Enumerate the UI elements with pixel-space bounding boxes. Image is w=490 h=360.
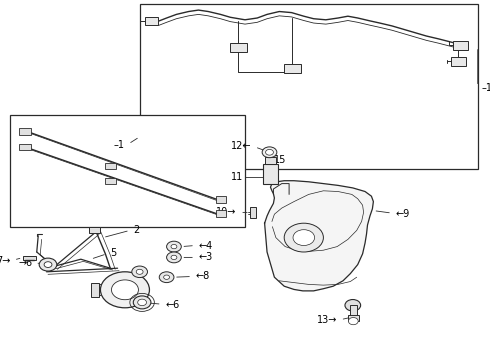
Bar <box>216 196 226 203</box>
Text: 13→: 13→ <box>317 315 337 325</box>
Polygon shape <box>265 181 373 291</box>
Circle shape <box>167 252 181 263</box>
Circle shape <box>293 230 315 246</box>
Bar <box>284 64 301 73</box>
Bar <box>451 57 465 66</box>
Circle shape <box>171 244 177 249</box>
Circle shape <box>136 269 143 274</box>
Bar <box>19 128 31 135</box>
Text: ←6: ←6 <box>165 300 179 310</box>
Circle shape <box>284 223 323 252</box>
Circle shape <box>39 258 57 271</box>
Text: 5: 5 <box>110 248 117 258</box>
Circle shape <box>262 147 277 158</box>
Bar <box>140 4 478 169</box>
Bar <box>23 256 36 260</box>
Circle shape <box>164 275 170 279</box>
Circle shape <box>345 300 361 311</box>
Circle shape <box>138 299 147 306</box>
Text: 7→: 7→ <box>0 256 11 266</box>
Circle shape <box>159 272 174 283</box>
Bar <box>19 144 31 150</box>
Bar <box>230 43 247 52</box>
Bar <box>263 164 278 184</box>
Bar <box>10 115 245 227</box>
Text: –1: –1 <box>114 140 125 150</box>
Bar <box>348 315 359 321</box>
Circle shape <box>100 272 149 308</box>
Bar <box>350 305 357 317</box>
Text: ←9: ←9 <box>395 209 410 219</box>
Bar <box>105 178 116 184</box>
Text: 2: 2 <box>133 225 140 235</box>
Text: ←4: ←4 <box>198 240 213 251</box>
Bar <box>105 163 116 169</box>
Bar <box>265 157 276 164</box>
Text: →: → <box>19 258 27 268</box>
Bar <box>250 207 256 218</box>
Circle shape <box>132 266 147 278</box>
Bar <box>216 210 226 217</box>
Text: 12←: 12← <box>231 141 251 151</box>
Bar <box>91 283 99 297</box>
Circle shape <box>44 262 52 267</box>
Text: ←3: ←3 <box>198 252 213 262</box>
Circle shape <box>348 318 358 325</box>
Circle shape <box>133 296 151 309</box>
Text: ←8: ←8 <box>195 271 209 282</box>
Circle shape <box>171 255 177 260</box>
Circle shape <box>111 280 138 300</box>
Bar <box>453 41 468 50</box>
Text: 6: 6 <box>26 258 32 268</box>
Text: 10→: 10→ <box>216 207 237 217</box>
Text: 11: 11 <box>231 172 244 182</box>
Circle shape <box>266 149 273 155</box>
Bar <box>145 17 158 25</box>
Text: 15: 15 <box>274 155 287 165</box>
Bar <box>89 227 100 233</box>
Circle shape <box>167 241 181 252</box>
Text: –14: –14 <box>481 83 490 93</box>
